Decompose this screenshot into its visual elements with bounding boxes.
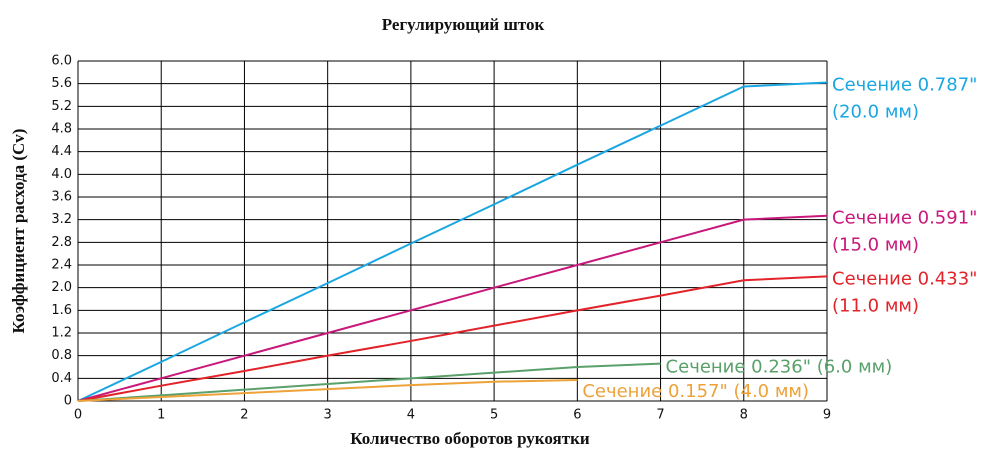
x-tick-label: 6 xyxy=(573,408,581,423)
y-tick-label: 0 xyxy=(64,394,72,409)
x-axis-label: Количество оборотов рукоятки xyxy=(350,429,590,448)
series-label: Сечение 0.157" (4.0 мм) xyxy=(582,381,809,402)
series-label: Сечение 0.787" xyxy=(832,75,977,96)
y-tick-label: 4.4 xyxy=(51,144,72,159)
series-line xyxy=(77,214,828,402)
series-label: Сечение 0.236" (6.0 мм) xyxy=(666,357,893,378)
x-tick-label: 3 xyxy=(324,408,332,423)
y-tick-label: 3.6 xyxy=(51,190,72,205)
y-tick-label: 5.6 xyxy=(51,76,72,91)
y-tick-label: 3.2 xyxy=(51,212,72,227)
x-tick-label: 2 xyxy=(240,408,248,423)
y-tick-label: 0.4 xyxy=(51,371,72,386)
series-line xyxy=(77,379,578,402)
x-tick-label: 7 xyxy=(656,408,664,423)
y-tick-label: 0.8 xyxy=(51,348,72,363)
y-tick-label: 2.8 xyxy=(51,235,72,250)
series-label: (11.0 мм) xyxy=(832,295,919,316)
y-tick-label: 4.8 xyxy=(51,122,72,137)
series-label: (15.0 мм) xyxy=(832,235,919,256)
x-tick-label: 8 xyxy=(740,408,748,423)
y-tick-label: 1.6 xyxy=(51,303,72,318)
x-tick-label: 9 xyxy=(823,408,831,423)
y-tick-label: 4.0 xyxy=(51,167,72,182)
y-tick-label: 6.0 xyxy=(51,54,72,69)
y-tick-label: 5.2 xyxy=(51,99,72,114)
y-tick-label: 2.4 xyxy=(51,258,72,273)
series-label: Сечение 0.433" xyxy=(832,268,977,289)
series-label: (20.0 мм) xyxy=(832,102,919,123)
y-axis-label: Коэффициент расхода (Cv) xyxy=(9,129,28,334)
y-tick-label: 2.0 xyxy=(51,280,72,295)
x-tick-label: 0 xyxy=(74,408,82,423)
y-tick-label: 1.2 xyxy=(51,326,72,341)
x-tick-label: 1 xyxy=(157,408,165,423)
x-tick-label: 5 xyxy=(490,408,498,423)
series-line xyxy=(77,275,828,402)
series-line xyxy=(77,362,661,402)
series-line xyxy=(77,81,828,402)
chart-title: Регулирующий шток xyxy=(382,15,545,34)
series-label: Сечение 0.591" xyxy=(832,208,977,229)
x-tick-label: 4 xyxy=(407,408,415,423)
